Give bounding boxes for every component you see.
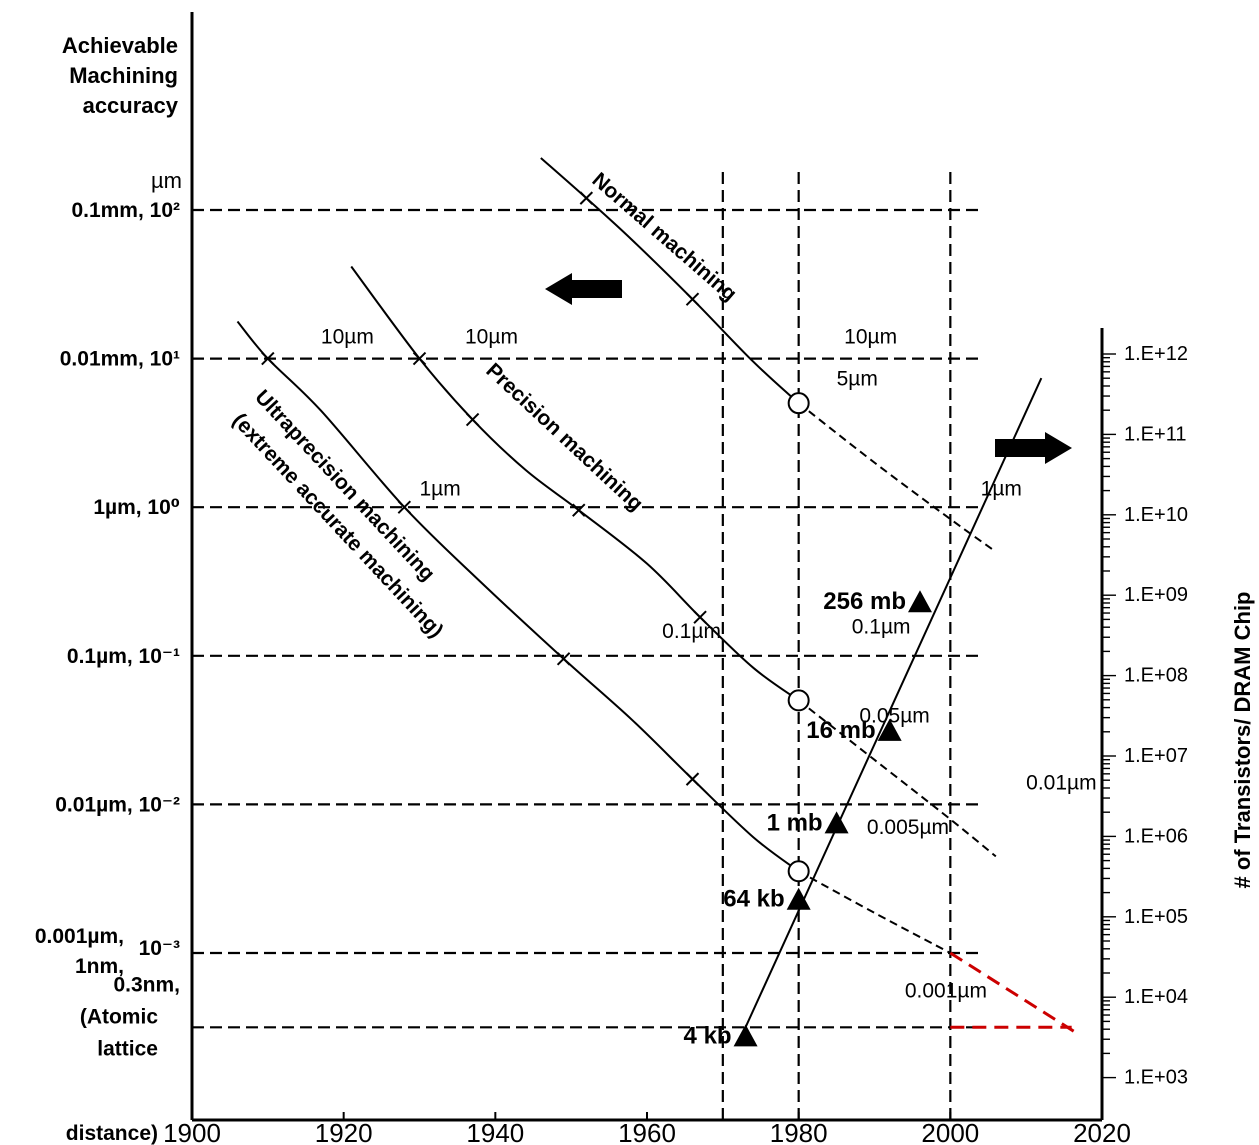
accuracy-annotation: 0.05µm [859,705,929,728]
x-marker [261,351,275,366]
left-tick-label: 1µm, 10⁰ [93,496,180,519]
right-tick-label: 1.E+08 [1124,665,1188,687]
right-tick-label: 1.E+06 [1124,825,1188,847]
x-tick-label: 1900 [163,1118,221,1145]
left-tick-label: lattice [97,1037,158,1060]
circle-marker [787,860,810,883]
machining-extrapolation [798,870,951,954]
left-tick-label: distance) [66,1122,158,1145]
accuracy-annotation: 1µm [420,477,461,500]
accuracy-annotation: 0.005µm [867,816,949,839]
triangle-marker [877,718,902,741]
x-marker [412,351,427,366]
accuracy-annotation: 0.1µm [662,620,721,643]
accuracy-annotation: 1µm [981,477,1022,500]
dram-point-label: 1 mb [767,809,823,836]
accuracy-annotation: 5µm [837,367,878,390]
left-tick-label: 0.3nm, [113,973,180,996]
left-axis-unit: µm [151,168,182,193]
triangle-marker [733,1024,758,1047]
right-tick-label: 1.E+04 [1124,986,1188,1008]
x-tick-label: 1960 [618,1118,676,1145]
x-tick-label: 2000 [921,1118,979,1145]
left-tick-label: 0.01mm, 10¹ [60,348,180,371]
x-tick-label: 2020 [1073,1118,1131,1145]
accuracy-annotation: 0.1µm [852,616,911,639]
left-tick-label: 10⁻³ [139,937,180,960]
machining-extrapolation [798,402,997,553]
right-tick-label: 1.E+09 [1124,584,1188,606]
dram-point-label: 256 mb [823,588,906,615]
dram-point-label: 16 mb [806,717,875,744]
triangle-marker [824,811,849,834]
accuracy-annotation: 0.01µm [1026,772,1096,795]
left-tick-label: (Atomic [80,1005,158,1028]
ultraprecision-machining-label: Ultraprecision machining [250,386,439,586]
accuracy-annotation: 10µm [321,326,374,349]
machining-curve [350,265,800,702]
left-tick-label: 0.1µm, 10⁻¹ [67,645,180,668]
right-tick-label: 1.E+11 [1124,423,1186,445]
left-tick-label: 1nm, [75,955,124,978]
x-marker [556,652,571,666]
x-tick-label: 1980 [770,1118,828,1145]
right-arrow-icon [995,432,1072,464]
x-marker [685,292,700,306]
x-marker [572,503,586,517]
right-tick-label: 1.E+10 [1124,504,1188,526]
x-marker [579,191,594,205]
x-marker [397,500,412,514]
circle-marker [787,689,810,712]
accuracy-annotation: 0.001µm [905,980,987,1003]
left-axis-title: accuracy [83,93,179,118]
left-tick-label: 0.1mm, 10² [71,199,180,222]
x-marker [685,772,700,786]
left-axis-title: Machining [69,63,178,88]
right-tick-label: 1.E+05 [1124,906,1188,928]
machining-extrapolation [798,699,997,858]
x-marker [465,412,480,427]
right-axis-title: # of Transistors/ DRAM Chip [1230,591,1255,888]
x-tick-label: 1940 [466,1118,524,1145]
right-tick-label: 1.E+03 [1124,1067,1188,1089]
accuracy-annotation: 10µm [465,326,518,349]
x-tick-label: 1920 [315,1118,373,1145]
ultraprecision-subtitle-label: (extreme accurate machining) [228,409,448,642]
right-tick-label: 1.E+07 [1124,745,1188,767]
left-axis-title: Achievable [62,33,178,58]
precision-machining-label: Precision machining [481,359,647,516]
dram-fit-line [737,377,1043,1045]
triangle-marker [786,887,811,910]
triangle-marker [908,590,932,613]
right-tick-label: 1.E+12 [1124,343,1188,365]
accuracy-annotation: 10µm [844,326,897,349]
machining-curve [236,320,800,873]
dram-point-label: 64 kb [723,886,784,913]
x-marker [693,610,707,624]
circle-marker [787,392,810,415]
left-tick-label: 0.001µm, [35,925,124,948]
left-arrow-icon [545,273,622,305]
dram-point-label: 4 kb [684,1022,732,1049]
left-tick-label: 0.01µm, 10⁻² [55,793,180,816]
red-extrapolation-line [949,951,1081,1036]
